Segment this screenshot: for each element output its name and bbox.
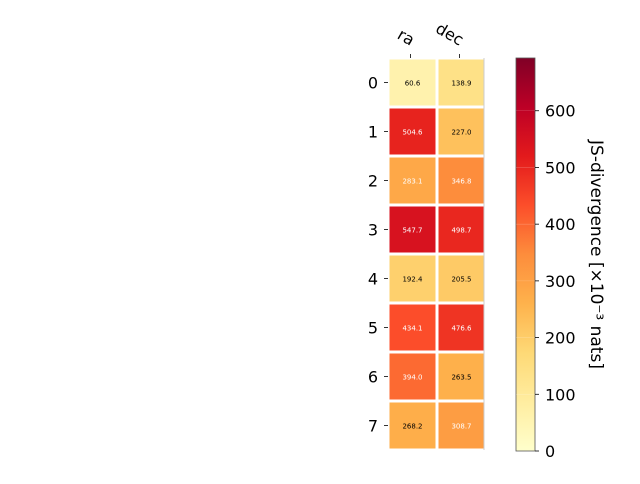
- cell-value-label: 263.5: [451, 374, 471, 382]
- cell-value-label: 308.7: [451, 423, 471, 431]
- colorbar-tick-label: 200: [545, 329, 576, 348]
- heatmap-cell: [389, 59, 436, 106]
- cell-value-label: 283.1: [402, 178, 422, 186]
- colorbar-tick-label: 100: [545, 385, 576, 404]
- heatmap-cell: [389, 157, 436, 204]
- colorbar-tick-label: 0: [545, 442, 555, 461]
- cell-value-label: 205.5: [451, 276, 471, 284]
- y-tick-label: 1: [368, 123, 378, 142]
- cell-value-label: 547.7: [402, 227, 422, 235]
- heatmap-cell: [389, 206, 436, 253]
- heatmap-cell: [438, 59, 485, 106]
- heatmap-cell: [438, 206, 485, 253]
- heatmap-cell: [389, 304, 436, 351]
- colorbar-label: JS-divergence [×10⁻³ nats]: [586, 139, 606, 369]
- heatmap-plot-area: 60.6 138.9 504.6 227.0 283.1 346.8 547.7 498.7 1…: [368, 19, 485, 450]
- y-tick-label: 6: [368, 368, 378, 387]
- heatmap-cell: [389, 255, 436, 302]
- cell-value-label: 346.8: [451, 178, 471, 186]
- heatmap-cell: [438, 402, 485, 449]
- heatmap-cell: [438, 108, 485, 155]
- heatmap-cell: [438, 157, 485, 204]
- cell-value-label: 192.4: [402, 276, 423, 284]
- x-tick-label: dec: [433, 19, 467, 50]
- heatmap-cell: [389, 402, 436, 449]
- cell-value-label: 394.0: [402, 374, 422, 382]
- cell-value-label: 498.7: [451, 227, 471, 235]
- cell-value-label: 434.1: [402, 325, 422, 333]
- y-tick-label: 3: [368, 221, 378, 240]
- y-tick-label: 2: [368, 172, 378, 191]
- cell-value-label: 227.0: [451, 129, 471, 137]
- colorbar-frame: [515, 57, 536, 452]
- y-tick-label: 5: [368, 319, 378, 338]
- y-tick-label: 0: [368, 74, 378, 93]
- heatmap-cell: [438, 255, 485, 302]
- cell-value-label: 268.2: [402, 423, 422, 431]
- colorbar-tick-label: 300: [545, 272, 576, 291]
- colorbar: 0 100 200 300 400 500 600 JS-divergence [×10⁻³ …: [515, 57, 606, 461]
- colorbar-tick-label: 500: [545, 158, 576, 177]
- colorbar-gradient: [516, 58, 535, 451]
- cell-value-label: 504.6: [402, 129, 423, 137]
- colorbar-tick-label: 600: [545, 102, 576, 121]
- colorbar-tick-label: 400: [545, 215, 576, 234]
- cell-value-label: 476.6: [451, 325, 472, 333]
- heatmap-cell: [389, 108, 436, 155]
- cell-value-label: 138.9: [451, 80, 471, 88]
- heatmap-cell: [438, 304, 485, 351]
- heatmap-cell: [389, 353, 436, 400]
- y-tick-label: 4: [368, 270, 378, 289]
- cell-value-label: 60.6: [405, 80, 421, 88]
- x-tick-label: ra: [394, 25, 418, 50]
- heatmap-cell: [438, 353, 485, 400]
- y-tick-label: 7: [368, 417, 378, 436]
